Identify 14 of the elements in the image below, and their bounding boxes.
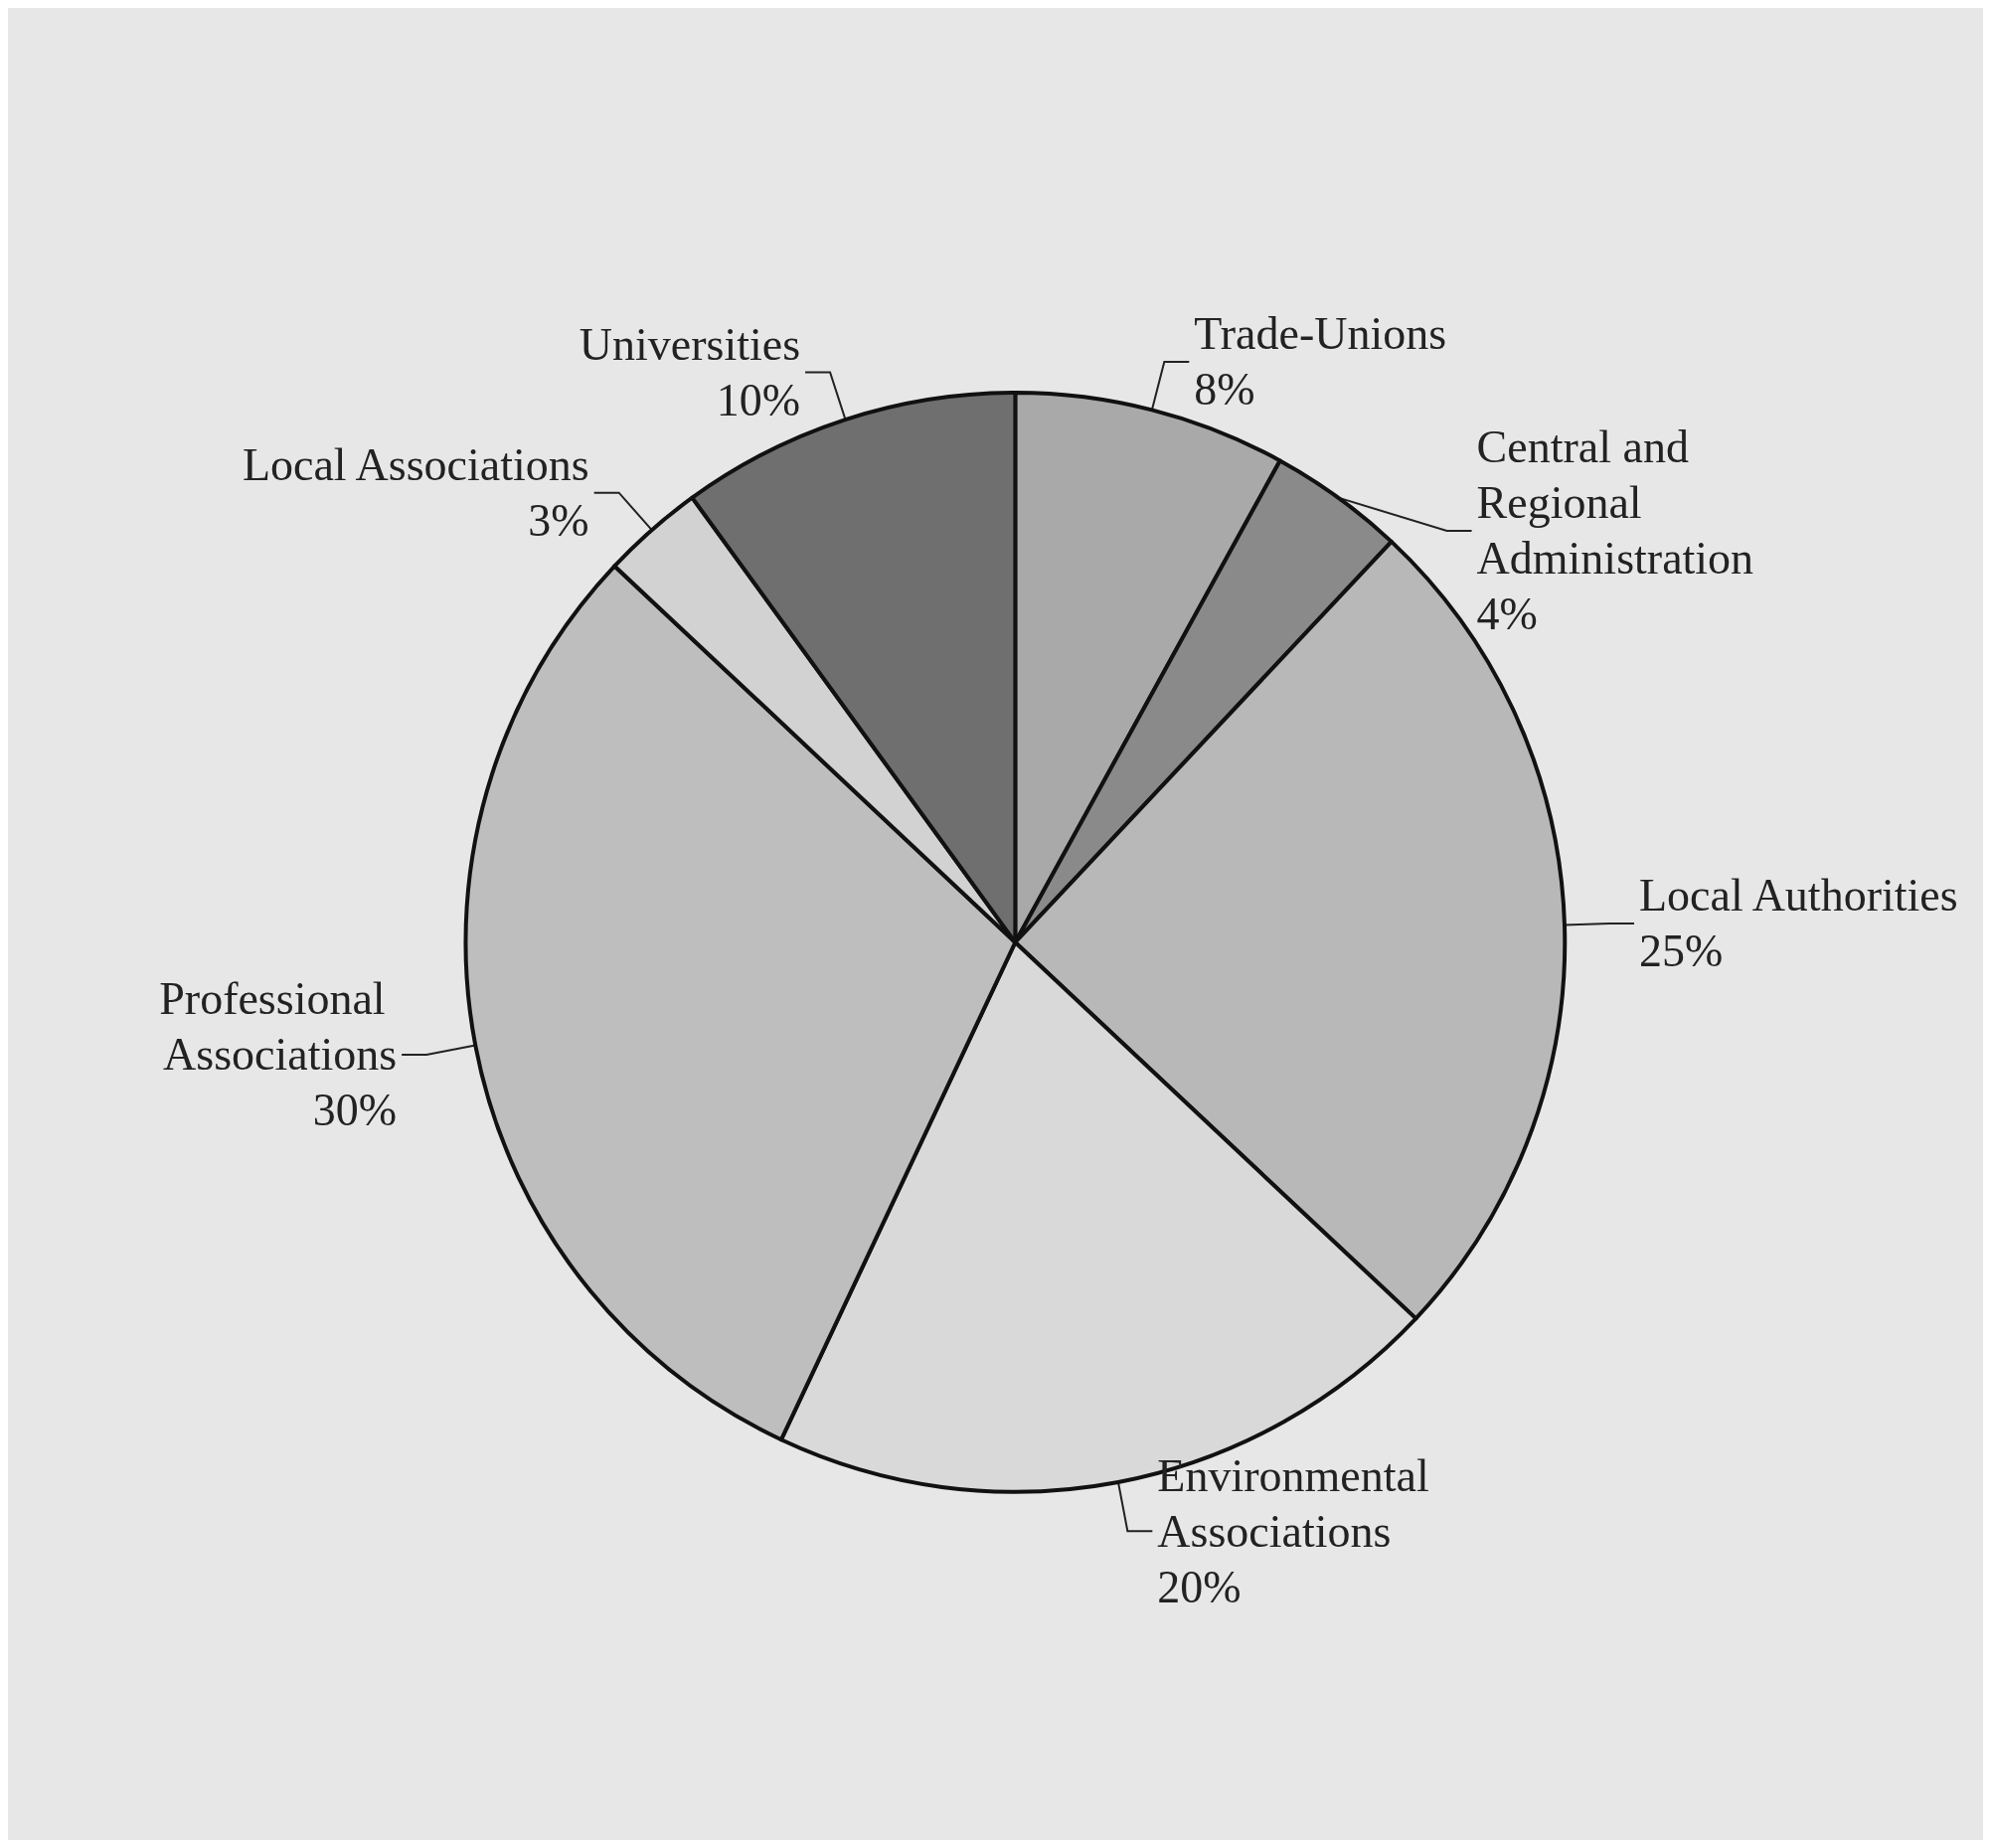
slice-label: Local Authorities	[1638, 870, 1958, 922]
slice-label: Trade-Unions	[1194, 308, 1447, 360]
data-label: 3%	[528, 495, 589, 547]
slice-label: Local Associations	[242, 439, 589, 491]
slice-label: Universities	[579, 319, 801, 371]
slice-label: Central and Regional Administration	[1476, 421, 1754, 585]
data-label: 8%	[1194, 364, 1255, 416]
data-label: 30%	[312, 1085, 398, 1136]
data-label: 20%	[1157, 1561, 1242, 1612]
slice-label: Professional Associations	[159, 973, 398, 1081]
data-label: 4%	[1476, 588, 1538, 640]
slice-label: Environmental Associations	[1157, 1449, 1441, 1557]
data-label: 10%	[716, 375, 801, 426]
data-label: 25%	[1638, 925, 1724, 977]
